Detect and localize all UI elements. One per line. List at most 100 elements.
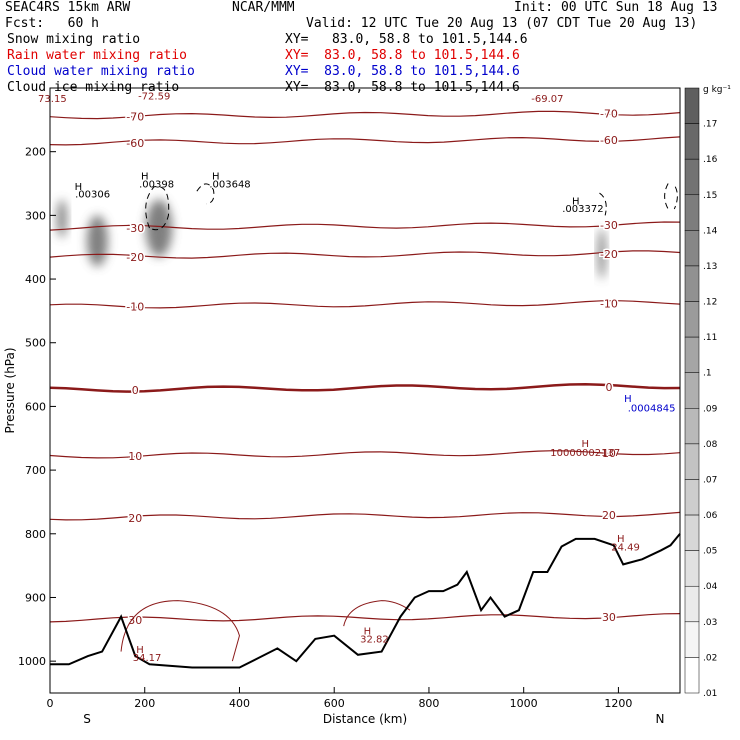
field-label-cloudwater: Cloud water mixing ratio	[7, 64, 195, 79]
colorbar-swatch	[684, 657, 700, 694]
colorbar-label: .09	[703, 404, 718, 414]
extremum-label: H	[136, 645, 144, 656]
extremum-label: H	[212, 172, 220, 183]
colorbar-swatch	[684, 408, 700, 445]
isotherm-label-right: -60	[600, 134, 618, 147]
isotherm-label-right: 0	[605, 381, 612, 394]
colorbar-label: .16	[703, 155, 718, 165]
colorbar-swatch	[684, 372, 700, 409]
colorbar-label: .08	[703, 440, 718, 450]
extremum-label: .003372	[562, 204, 603, 215]
colorbar-swatch	[684, 194, 700, 231]
isotherm-label-right: -20	[600, 248, 618, 261]
extremum-label: .00398	[139, 179, 174, 190]
isotherm-label-right: 20	[602, 509, 616, 522]
colorbar-swatch	[684, 87, 700, 124]
colorbar-label: .05	[703, 547, 717, 557]
y-tick-label: 400	[25, 273, 46, 286]
ice-shading-0	[86, 215, 108, 267]
extremum-label: .00306	[75, 190, 110, 201]
colorbar-swatch	[684, 585, 700, 623]
colorbar-label: .03	[703, 618, 717, 628]
contour-30-segment	[343, 600, 411, 627]
extremum-label: -69.07	[531, 94, 563, 105]
isotherm--70	[49, 110, 681, 120]
cloud-ice-dashed-contour	[145, 185, 170, 231]
direction-label-south: S	[83, 712, 91, 726]
extremum-label: H	[581, 439, 589, 450]
x-tick-label: 400	[229, 697, 250, 710]
org-label: NCAR/MMM	[232, 0, 295, 15]
colorbar-swatch	[684, 230, 700, 267]
cloud-ice-dashed-contour	[664, 183, 678, 210]
isotherm-label-left: 0	[132, 384, 139, 397]
colorbar-label: .12	[703, 298, 717, 308]
y-tick-label: 500	[25, 337, 46, 350]
y-axis-label: Pressure (hPa)	[3, 347, 17, 433]
isotherm-label-left: 20	[128, 512, 142, 525]
colorbar-swatch	[684, 336, 700, 373]
init-time: Init: 00 UTC Sun 18 Aug 13	[514, 0, 718, 15]
extremum-label: .003648	[209, 179, 250, 190]
isotherm-0	[49, 383, 681, 393]
x-tick-label: 1200	[604, 697, 632, 710]
extremum-label: 73.15	[38, 94, 67, 105]
isotherm-label-right: -30	[600, 219, 618, 232]
cloud-ice-dashed-contour	[599, 192, 607, 216]
extremum-label: 24.49	[611, 542, 640, 553]
colorbar-swatch	[684, 514, 700, 551]
isotherm-label-left: -10	[126, 300, 144, 313]
colorbar-label: .11	[703, 333, 717, 343]
colorbar-label: .07	[703, 475, 717, 485]
colorbar-label: .01	[703, 689, 717, 699]
field-xy-snow: XY= 83.0, 58.8 to 101.5,144.6	[285, 32, 528, 47]
isotherm-label-right: -10	[600, 297, 618, 310]
colorbar-swatch	[684, 479, 700, 516]
colorbar-swatch	[684, 158, 700, 196]
y-tick-label: 200	[25, 146, 46, 159]
isotherm-label-left: 30	[128, 614, 142, 627]
extremum-label: H	[572, 197, 580, 208]
extremum-label: 10000002137	[550, 448, 620, 459]
colorbar-swatch	[684, 123, 700, 160]
colorbar-label: .02	[703, 653, 717, 663]
colorbar-label: .14	[703, 226, 718, 236]
extremum-label: H	[624, 394, 632, 405]
colorbar-label: .06	[703, 511, 718, 521]
y-tick-label: 900	[25, 591, 46, 604]
colorbar-label: .13	[703, 262, 717, 272]
colorbar-swatch	[684, 621, 700, 658]
colorbar-unit: g kg⁻¹	[703, 85, 731, 95]
x-tick-label: 0	[47, 697, 54, 710]
extremum-label: H	[617, 534, 625, 545]
y-tick-label: 1000	[18, 655, 46, 668]
isotherm-label-left: -60	[126, 137, 144, 150]
isotherm-20	[49, 511, 681, 521]
isotherm-label-right: -70	[600, 108, 618, 121]
isotherm--20	[49, 250, 681, 259]
isotherm--30	[49, 221, 681, 231]
colorbar-label: .1	[703, 369, 712, 379]
field-label-rain: Rain water mixing ratio	[7, 48, 188, 63]
isotherm-label-left: -20	[126, 251, 144, 264]
extremum-label: H	[75, 182, 83, 193]
x-tick-label: 1000	[510, 697, 538, 710]
colorbar-swatch	[684, 550, 700, 587]
field-xy-cloudwater: XY= 83.0, 58.8 to 101.5,144.6	[285, 64, 520, 79]
x-tick-label: 600	[324, 697, 345, 710]
forecast-hour: Fcst: 60 h	[5, 16, 99, 31]
isotherm-30	[49, 613, 681, 623]
colorbar-label: .17	[703, 120, 717, 130]
contour-30-loop	[120, 600, 240, 662]
colorbar-label: .04	[703, 582, 718, 592]
y-tick-label: 600	[25, 400, 46, 413]
cloud-ice-dashed-contour	[196, 183, 215, 205]
extremum-label: -72.59	[138, 91, 170, 102]
plot-frame	[49, 87, 681, 694]
extremum-label: H	[364, 626, 372, 637]
valid-time: Valid: 12 UTC Tue 20 Aug 13 (07 CDT Tue …	[306, 16, 698, 31]
extremum-label: 32.82	[360, 635, 389, 646]
field-xy-rain: XY= 83.0, 58.8 to 101.5,144.6	[285, 48, 520, 63]
direction-label-north: N	[656, 712, 665, 726]
